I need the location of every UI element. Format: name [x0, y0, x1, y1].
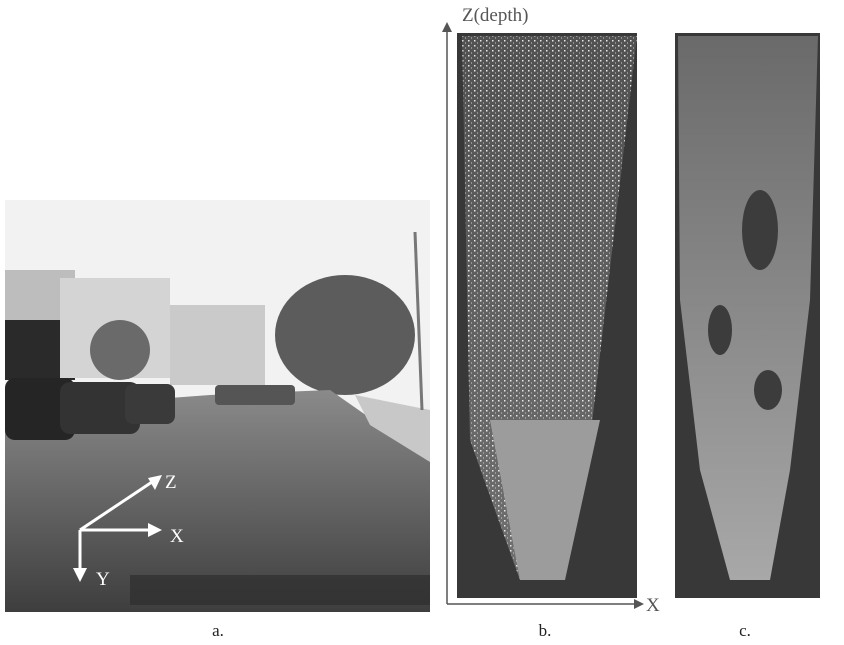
axis-label: Z(depth)	[462, 5, 528, 26]
car	[60, 382, 140, 434]
axis-label: X	[170, 526, 184, 547]
caption: b.	[539, 621, 552, 640]
depth-hole	[742, 190, 778, 270]
sidewalk	[355, 395, 430, 462]
caption: c.	[739, 621, 751, 640]
car	[215, 385, 295, 405]
photo-panel: Z X Y a.	[5, 200, 430, 640]
car	[5, 378, 75, 440]
car	[125, 384, 175, 424]
building	[170, 305, 265, 385]
depth-panel: c.	[675, 33, 820, 640]
axis-label: Z	[165, 472, 177, 493]
depth-near	[490, 420, 600, 580]
road	[5, 390, 430, 612]
trees	[275, 275, 415, 395]
axis-label: Y	[96, 569, 110, 590]
caption: a.	[212, 621, 224, 640]
trees	[90, 320, 150, 380]
depth-hole	[708, 305, 732, 355]
hood	[130, 575, 430, 605]
depth-cone	[678, 36, 818, 580]
axis-label: X	[646, 595, 660, 616]
lamp-post	[413, 231, 424, 411]
depth-hole	[754, 370, 782, 410]
depth-panel: Z(depth) X b.	[442, 5, 660, 640]
